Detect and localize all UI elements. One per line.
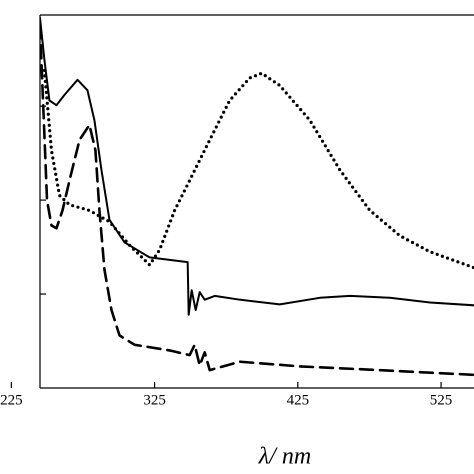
x-tick-label: 425 bbox=[287, 392, 310, 408]
plot-area bbox=[40, 16, 474, 377]
x-tick-label: 325 bbox=[143, 392, 166, 408]
x-tick-label: 225 bbox=[0, 392, 23, 408]
x-tick-label: 525 bbox=[430, 392, 453, 408]
spectrum-line bbox=[40, 16, 474, 316]
spectrum-line bbox=[42, 68, 474, 270]
x-axis-label: λ/ nm bbox=[258, 444, 311, 470]
spectrum-line bbox=[40, 24, 474, 377]
